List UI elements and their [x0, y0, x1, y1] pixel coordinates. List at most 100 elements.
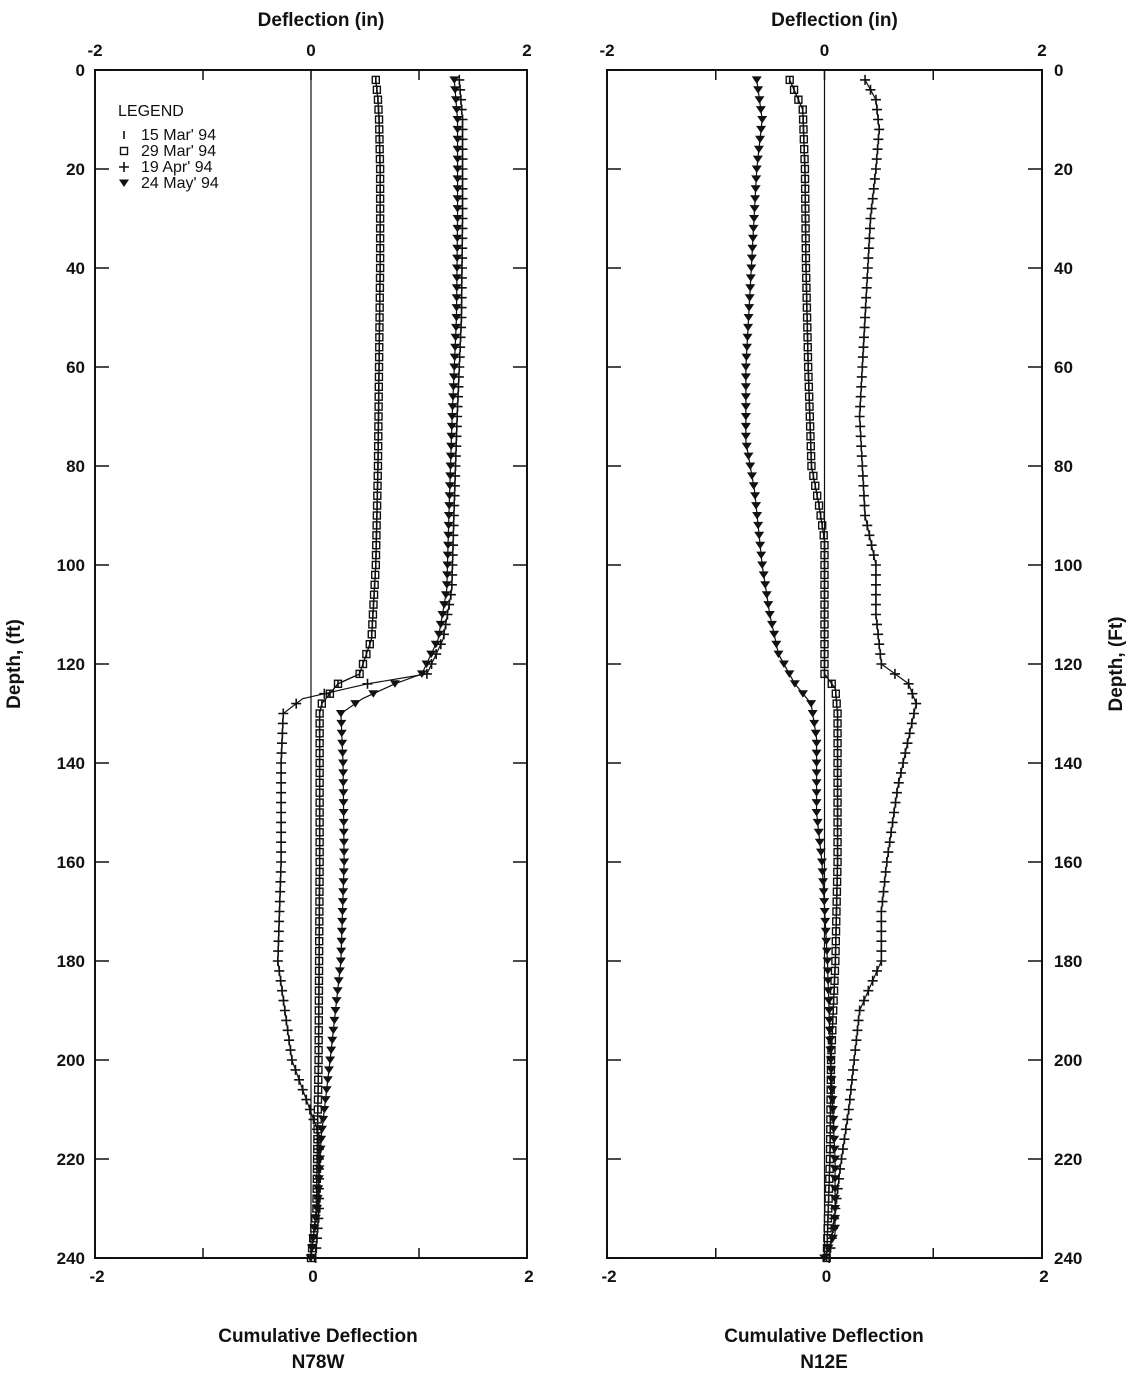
- data-point: [316, 1135, 327, 1144]
- data-point: [740, 393, 751, 401]
- data-point: [857, 461, 868, 471]
- data-point: [315, 838, 324, 847]
- data-point: [275, 876, 286, 887]
- data-point: [308, 1114, 319, 1125]
- data-point: [778, 660, 789, 668]
- data-point: [452, 155, 463, 164]
- data-point: [440, 591, 451, 599]
- data-point: [880, 866, 891, 877]
- data-point: [450, 343, 461, 352]
- data-point: [874, 124, 885, 135]
- data-point: [832, 887, 842, 896]
- data-point: [314, 986, 324, 995]
- data-point: [338, 818, 349, 827]
- data-point: [748, 224, 759, 233]
- data-point: [797, 690, 808, 698]
- data-point: [833, 719, 842, 728]
- data-point: [276, 748, 287, 759]
- y-axis-title: Depth, (Ft): [1106, 617, 1127, 712]
- data-point: [851, 1035, 862, 1046]
- data-point: [825, 1036, 836, 1045]
- data-point: [275, 975, 286, 986]
- data-point: [749, 215, 760, 223]
- data-point: [452, 254, 463, 263]
- data-point: [814, 501, 824, 510]
- data-point: [872, 104, 883, 115]
- data-point: [827, 1234, 838, 1243]
- data-point: [314, 1026, 323, 1035]
- data-point: [451, 284, 462, 292]
- data-point: [773, 650, 784, 659]
- data-point: [439, 601, 450, 609]
- data-point: [755, 541, 766, 550]
- data-point: [746, 264, 757, 272]
- data-point: [315, 709, 324, 718]
- data-point: [308, 1234, 319, 1243]
- data-point: [830, 1224, 841, 1233]
- data-point: [871, 154, 882, 165]
- data-point: [870, 164, 881, 174]
- data-point: [336, 927, 347, 936]
- y-tick-label: 0: [1054, 61, 1063, 80]
- y-tick-label: 40: [66, 259, 85, 278]
- series-plus: [272, 74, 468, 1263]
- data-point: [831, 689, 841, 698]
- bottom-axis-title: Cumulative Deflection: [218, 1326, 418, 1347]
- data-point: [336, 719, 347, 728]
- data-point: [862, 272, 873, 283]
- series-line: [745, 79, 836, 1259]
- data-point: [854, 411, 865, 422]
- data-point: [452, 215, 463, 223]
- data-point: [827, 679, 836, 688]
- data-point: [745, 274, 756, 282]
- data-point: [294, 1074, 305, 1085]
- data-point: [904, 728, 915, 739]
- data-point: [443, 541, 454, 550]
- data-point: [804, 392, 814, 401]
- data-point: [911, 698, 922, 709]
- data-point: [820, 649, 829, 659]
- data-point: [870, 589, 881, 600]
- data-point: [811, 789, 822, 797]
- data-point: [445, 472, 456, 480]
- data-point: [849, 1055, 860, 1065]
- data-point: [857, 470, 868, 481]
- data-point: [757, 116, 768, 124]
- data-point: [754, 96, 765, 104]
- data-point: [831, 937, 841, 946]
- data-point: [769, 630, 780, 639]
- data-point: [315, 1155, 326, 1163]
- data-point: [906, 718, 917, 729]
- data-point: [833, 818, 842, 827]
- data-point: [275, 866, 286, 877]
- data-point: [373, 451, 383, 461]
- y-tick-label: 180: [57, 952, 85, 971]
- data-point: [373, 481, 382, 490]
- data-point: [750, 492, 761, 500]
- data-point: [368, 610, 378, 619]
- data-point: [273, 926, 284, 937]
- data-point: [867, 975, 878, 986]
- data-point: [812, 818, 823, 827]
- data-point: [338, 878, 349, 886]
- data-point: [891, 787, 902, 798]
- data-point: [314, 956, 324, 966]
- data-point: [291, 698, 302, 709]
- data-point: [801, 224, 810, 233]
- data-point: [375, 125, 384, 134]
- data-point: [824, 1016, 835, 1025]
- data-point: [876, 936, 887, 947]
- x-tick-label-top: -2: [599, 41, 614, 60]
- bottom-axis-title: Cumulative Deflection: [724, 1326, 924, 1347]
- data-point: [876, 916, 887, 927]
- data-point: [831, 956, 840, 966]
- data-point: [277, 718, 288, 729]
- data-point: [874, 639, 885, 650]
- data-point: [313, 1175, 324, 1183]
- data-point: [276, 857, 287, 867]
- data-point: [752, 512, 763, 520]
- data-point: [452, 195, 463, 203]
- data-point: [371, 75, 380, 85]
